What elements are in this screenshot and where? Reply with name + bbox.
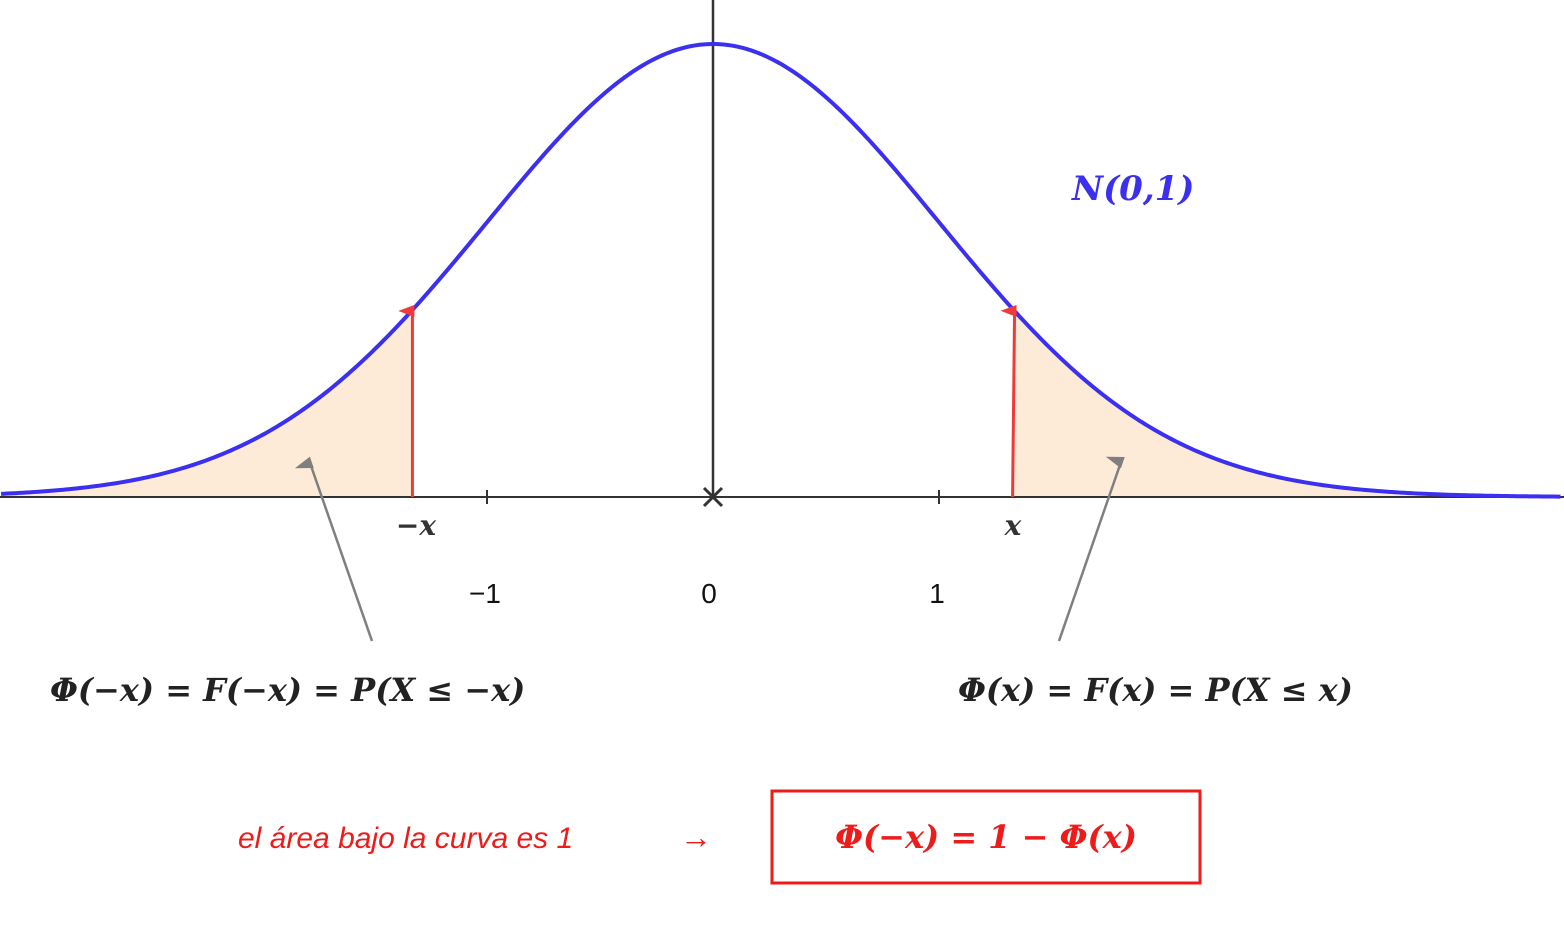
tick-marks <box>481 490 945 504</box>
tick-label: −1 <box>469 578 501 609</box>
left-formula: Φ(−x) = F(−x) = P(X ≤ −x) <box>50 671 525 709</box>
left-tail-area <box>1 309 413 497</box>
result-box <box>770 789 1202 885</box>
area-note: el área bajo la curva es 1 <box>238 822 573 855</box>
right-point-arrow <box>1000 304 1017 498</box>
tick-label: 0 <box>701 578 717 609</box>
negative-point-label: −x <box>396 509 436 542</box>
right-tail-area <box>1013 309 1561 497</box>
boxed-formula: Φ(−x) = 1 − Φ(x) <box>835 818 1137 856</box>
implies-arrow: → <box>680 819 712 855</box>
right-area-pointer <box>1057 456 1125 642</box>
curve-label: N(0,1) <box>1071 169 1194 209</box>
tick-labels: −1 0 1 <box>469 578 945 609</box>
right-formula: Φ(x) = F(x) = P(X ≤ x) <box>958 671 1353 709</box>
normal-density-curve <box>1 41 1561 499</box>
positive-point-label: x <box>1004 509 1022 542</box>
tick-label: 1 <box>929 578 945 609</box>
left-area-pointer <box>294 456 374 642</box>
origin-marker <box>702 486 724 508</box>
